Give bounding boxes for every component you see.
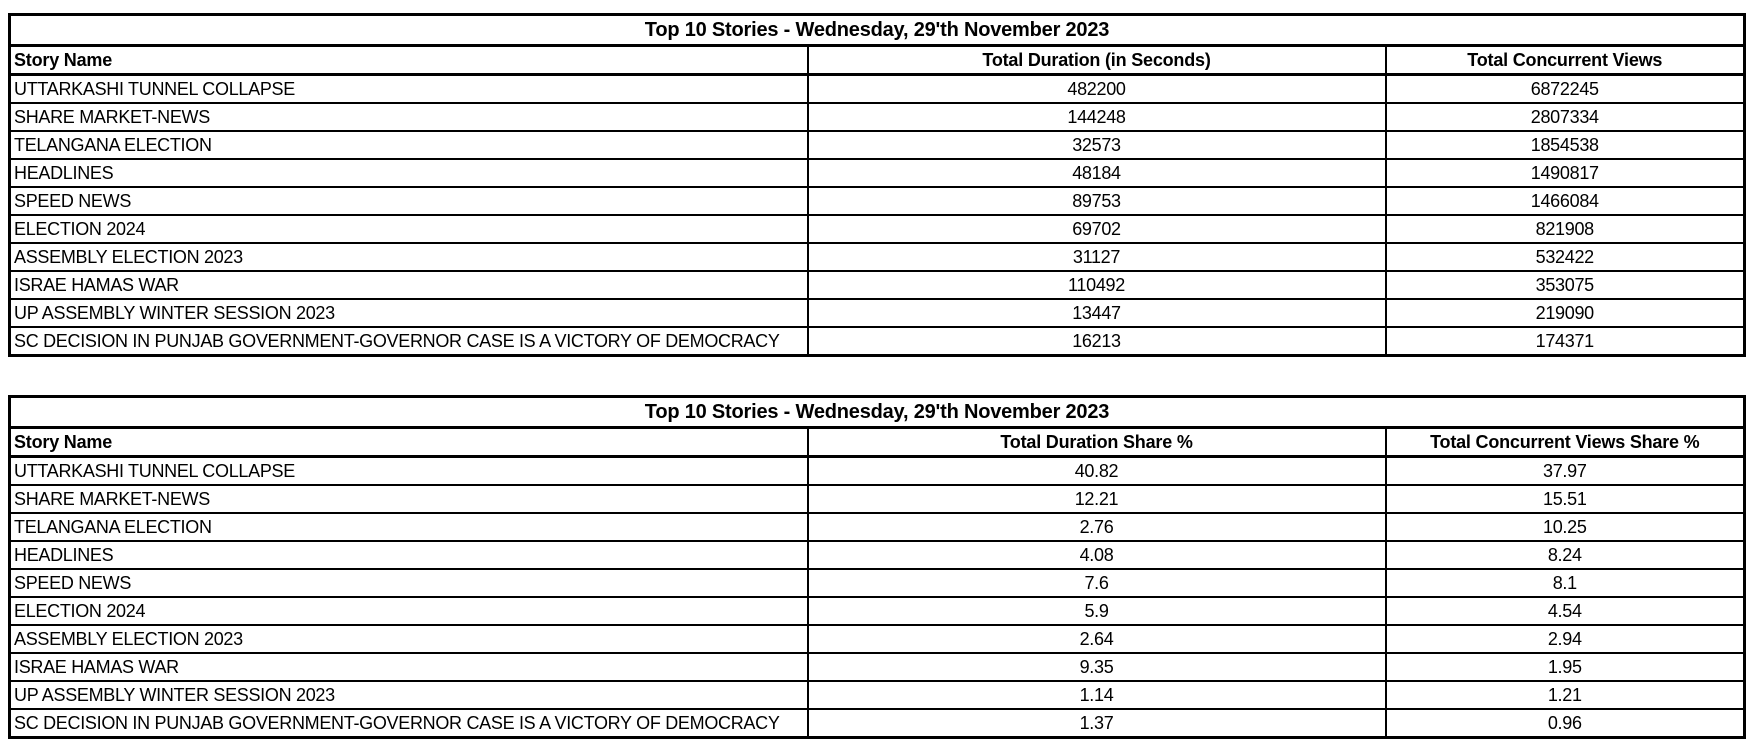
value-cell[interactable]: 532422 [1384, 242, 1746, 272]
story-name-cell[interactable]: SC DECISION IN PUNJAB GOVERNMENT-GOVERNO… [8, 326, 809, 357]
value-cell[interactable]: 144248 [806, 102, 1387, 132]
table-row: ISRAE HAMAS WAR 110492 353075 [8, 270, 1746, 300]
table-title-row: Top 10 Stories - Wednesday, 29'th Novemb… [8, 13, 1746, 47]
table-row: UP ASSEMBLY WINTER SESSION 2023 1.14 1.21 [8, 680, 1746, 710]
value-cell[interactable]: 9.35 [806, 652, 1387, 682]
value-cell[interactable]: 4.54 [1384, 596, 1746, 626]
value-cell[interactable]: 2.94 [1384, 624, 1746, 654]
value-cell[interactable]: 31127 [806, 242, 1387, 272]
table-row: ISRAE HAMAS WAR 9.35 1.95 [8, 652, 1746, 682]
table-row: ASSEMBLY ELECTION 2023 2.64 2.94 [8, 624, 1746, 654]
value-cell[interactable]: 32573 [806, 130, 1387, 160]
table-row: HEADLINES 48184 1490817 [8, 158, 1746, 188]
table-row: UP ASSEMBLY WINTER SESSION 2023 13447 2190… [8, 298, 1746, 328]
table-title-row: Top 10 Stories - Wednesday, 29'th Novemb… [8, 395, 1746, 429]
value-cell[interactable]: 69702 [806, 214, 1387, 244]
value-cell[interactable]: 1.37 [806, 708, 1387, 739]
table-header-row: Story Name Total Duration (in Seconds) T… [8, 44, 1746, 76]
table-row: TELANGANA ELECTION 32573 1854538 [8, 130, 1746, 160]
column-header-total-concurrent-views-share-percent[interactable]: Total Concurrent Views Share % [1384, 426, 1746, 458]
value-cell[interactable]: 89753 [806, 186, 1387, 216]
story-name-cell[interactable]: ELECTION 2024 [8, 214, 809, 244]
table-header-row: Story Name Total Duration Share % Total … [8, 426, 1746, 458]
story-name-cell[interactable]: TELANGANA ELECTION [8, 512, 809, 542]
story-name-cell[interactable]: SC DECISION IN PUNJAB GOVERNMENT-GOVERNO… [8, 708, 809, 739]
value-cell[interactable]: 1490817 [1384, 158, 1746, 188]
story-name-cell[interactable]: ASSEMBLY ELECTION 2023 [8, 242, 809, 272]
table-title[interactable]: Top 10 Stories - Wednesday, 29'th Novemb… [8, 13, 1746, 47]
value-cell[interactable]: 482200 [806, 73, 1387, 104]
value-cell[interactable]: 110492 [806, 270, 1387, 300]
table-row: SPEED NEWS 89753 1466084 [8, 186, 1746, 216]
value-cell[interactable]: 5.9 [806, 596, 1387, 626]
value-cell[interactable]: 37.97 [1384, 455, 1746, 486]
value-cell[interactable]: 2.64 [806, 624, 1387, 654]
table-row: HEADLINES 4.08 8.24 [8, 540, 1746, 570]
value-cell[interactable]: 219090 [1384, 298, 1746, 328]
story-name-cell[interactable]: ISRAE HAMAS WAR [8, 652, 809, 682]
table-row: ELECTION 2024 69702 821908 [8, 214, 1746, 244]
value-cell[interactable]: 13447 [806, 298, 1387, 328]
value-cell[interactable]: 8.24 [1384, 540, 1746, 570]
value-cell[interactable]: 2807334 [1384, 102, 1746, 132]
column-header-story-name[interactable]: Story Name [8, 426, 809, 458]
value-cell[interactable]: 10.25 [1384, 512, 1746, 542]
value-cell[interactable]: 4.08 [806, 540, 1387, 570]
value-cell[interactable]: 12.21 [806, 484, 1387, 514]
value-cell[interactable]: 8.1 [1384, 568, 1746, 598]
table-row: SC DECISION IN PUNJAB GOVERNMENT-GOVERNO… [8, 326, 1746, 357]
value-cell[interactable]: 1.21 [1384, 680, 1746, 710]
value-cell[interactable]: 7.6 [806, 568, 1387, 598]
table-row: SC DECISION IN PUNJAB GOVERNMENT-GOVERNO… [8, 708, 1746, 739]
value-cell[interactable]: 821908 [1384, 214, 1746, 244]
story-name-cell[interactable]: UP ASSEMBLY WINTER SESSION 2023 [8, 680, 809, 710]
value-cell[interactable]: 0.96 [1384, 708, 1746, 739]
story-name-cell[interactable]: SPEED NEWS [8, 568, 809, 598]
story-name-cell[interactable]: UTTARKASHI TUNNEL COLLAPSE [8, 73, 809, 104]
column-header-story-name[interactable]: Story Name [8, 44, 809, 76]
table-row: UTTARKASHI TUNNEL COLLAPSE 40.82 37.97 [8, 455, 1746, 486]
column-header-total-concurrent-views[interactable]: Total Concurrent Views [1384, 44, 1746, 76]
story-name-cell[interactable]: ASSEMBLY ELECTION 2023 [8, 624, 809, 654]
value-cell[interactable]: 1466084 [1384, 186, 1746, 216]
story-name-cell[interactable]: UP ASSEMBLY WINTER SESSION 2023 [8, 298, 809, 328]
value-cell[interactable]: 15.51 [1384, 484, 1746, 514]
story-name-cell[interactable]: ISRAE HAMAS WAR [8, 270, 809, 300]
table-row: TELANGANA ELECTION 2.76 10.25 [8, 512, 1746, 542]
column-header-total-duration-share-percent[interactable]: Total Duration Share % [806, 426, 1387, 458]
value-cell[interactable]: 1.95 [1384, 652, 1746, 682]
table-row: SPEED NEWS 7.6 8.1 [8, 568, 1746, 598]
value-cell[interactable]: 174371 [1384, 326, 1746, 357]
table-title[interactable]: Top 10 Stories - Wednesday, 29'th Novemb… [8, 395, 1746, 429]
value-cell[interactable]: 1.14 [806, 680, 1387, 710]
story-name-cell[interactable]: ELECTION 2024 [8, 596, 809, 626]
value-cell[interactable]: 1854538 [1384, 130, 1746, 160]
table-row: SHARE MARKET-NEWS 144248 2807334 [8, 102, 1746, 132]
story-name-cell[interactable]: SHARE MARKET-NEWS [8, 484, 809, 514]
story-name-cell[interactable]: UTTARKASHI TUNNEL COLLAPSE [8, 455, 809, 486]
story-name-cell[interactable]: HEADLINES [8, 158, 809, 188]
story-name-cell[interactable]: HEADLINES [8, 540, 809, 570]
value-cell[interactable]: 48184 [806, 158, 1387, 188]
story-name-cell[interactable]: SPEED NEWS [8, 186, 809, 216]
value-cell[interactable]: 2.76 [806, 512, 1387, 542]
value-cell[interactable]: 40.82 [806, 455, 1387, 486]
table-row: UTTARKASHI TUNNEL COLLAPSE 482200 6872245 [8, 73, 1746, 104]
table-row: SHARE MARKET-NEWS 12.21 15.51 [8, 484, 1746, 514]
story-name-cell[interactable]: SHARE MARKET-NEWS [8, 102, 809, 132]
top-stories-share-percent-table: Top 10 Stories - Wednesday, 29'th Novemb… [8, 395, 1747, 739]
value-cell[interactable]: 6872245 [1384, 73, 1746, 104]
top-stories-duration-views-table: Top 10 Stories - Wednesday, 29'th Novemb… [8, 13, 1747, 357]
table-row: ASSEMBLY ELECTION 2023 31127 532422 [8, 242, 1746, 272]
value-cell[interactable]: 353075 [1384, 270, 1746, 300]
column-header-total-duration-seconds[interactable]: Total Duration (in Seconds) [806, 44, 1387, 76]
table-row: ELECTION 2024 5.9 4.54 [8, 596, 1746, 626]
story-name-cell[interactable]: TELANGANA ELECTION [8, 130, 809, 160]
value-cell[interactable]: 16213 [806, 326, 1387, 357]
